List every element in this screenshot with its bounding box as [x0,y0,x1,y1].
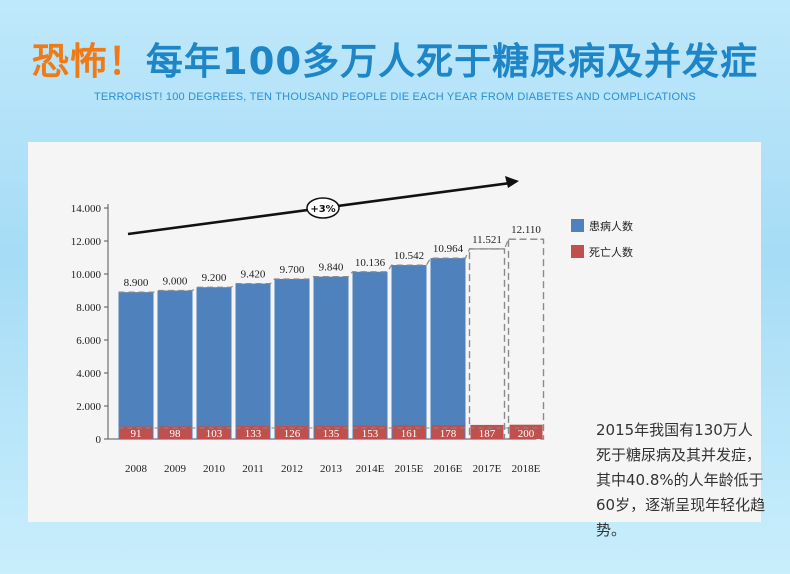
bar-deaths [353,425,387,439]
x-tick-label: 2018E [512,463,541,475]
bar-patients [196,287,232,439]
bar-patients [235,283,271,439]
death-value-label: 200 [518,428,535,440]
death-value-label: 187 [479,428,496,440]
legend-swatch-deaths [571,245,584,258]
bar-deaths [275,425,309,439]
chart-card: 0 2.000 4.000 6.000 8.000 10.000 12.000 14.000 8… [28,142,765,539]
bar-value-label: 10.542 [394,250,424,262]
x-tick-label: 2008 [125,463,148,475]
growth-badge [306,197,340,219]
headline-title: 每年100多万人死于糖尿病及并发症 [145,40,759,83]
bar-patients [430,258,466,439]
y-tick-label: 12.000 [71,236,102,248]
y-tick-label: 2.000 [76,401,101,413]
bar-value-label: 10.964 [433,243,464,255]
bar-patients [391,265,427,439]
death-value-label: 133 [245,428,262,440]
y-tick-label: 14.000 [71,203,102,215]
x-tick-label: 2015E [395,463,424,475]
y-tick-label: 6.000 [76,335,101,347]
bar-deaths [197,426,231,439]
bar-patients [274,278,310,439]
death-value-label: 98 [170,428,182,440]
legend-label-deaths: 死亡人数 [589,245,633,259]
headline-subtitle: TERRORIST! 100 DEGREES, TEN THOUSAND PEO… [94,91,696,103]
bar-value-label: 9.700 [280,264,305,276]
x-tick-label: 2012 [281,463,303,475]
death-value-label: 126 [284,428,301,440]
growth-arrow-head [505,176,519,188]
y-tick-label: 4.000 [76,368,101,380]
bar-value-label: 12.110 [511,224,541,236]
x-tick-label: 2014E [356,463,385,475]
bar-patients-projected [507,238,545,440]
x-tick-label: 2009 [164,463,187,475]
death-value-label: 103 [206,428,223,440]
death-value-label: 91 [131,428,142,440]
bar-patients-projected [468,248,506,440]
death-value-label: 135 [323,428,340,440]
headline: 恐怖！每年100多万人死于糖尿病及并发症 [0,38,790,86]
bar-patients [118,292,154,439]
bar-value-label: 10.136 [355,257,386,269]
bar-deaths [392,425,426,439]
bar-value-label: 9.200 [202,272,227,284]
bar-deaths [314,425,348,439]
y-tick-label: 10.000 [71,269,102,281]
bar-deaths [431,425,465,439]
bar-value-label: 9.000 [163,276,188,288]
bar-value-label: 9.420 [241,269,266,281]
y-tick-label: 8.000 [76,302,101,314]
y-tick-label: 0 [96,434,102,446]
legend-label-patients: 患病人数 [589,219,633,233]
diabetes-chart: 0 2.000 4.000 6.000 8.000 10.000 12.000 14.000 8… [71,176,633,475]
x-tick-label: 2017E [473,463,502,475]
bar-value-label: 9.840 [319,262,344,274]
bar-patients [157,290,193,439]
bar-value-label: 11.521 [472,234,502,246]
x-tick-label: 2010 [203,463,226,475]
death-value-label: 153 [362,428,379,440]
growth-badge-label: +3% [310,204,335,215]
x-tick-label: 2016E [434,463,463,475]
headline-warning: 恐怖！ [31,40,146,83]
bar-patients [313,276,349,439]
description-text: 2015年我国有130万人死于糖尿病及其并发症，其中40.8%的人年龄低于60岁… [596,421,766,539]
death-value-label: 178 [440,428,457,440]
bar-patients [352,271,388,439]
death-value-label: 161 [401,428,418,440]
bar-deaths [158,426,192,439]
bar-deaths [236,425,270,439]
x-tick-label: 2011 [242,463,264,475]
bar-deaths [119,426,153,439]
bar-value-label: 8.900 [124,277,149,289]
legend-swatch-patients [571,219,584,232]
x-tick-label: 2013 [320,463,343,475]
